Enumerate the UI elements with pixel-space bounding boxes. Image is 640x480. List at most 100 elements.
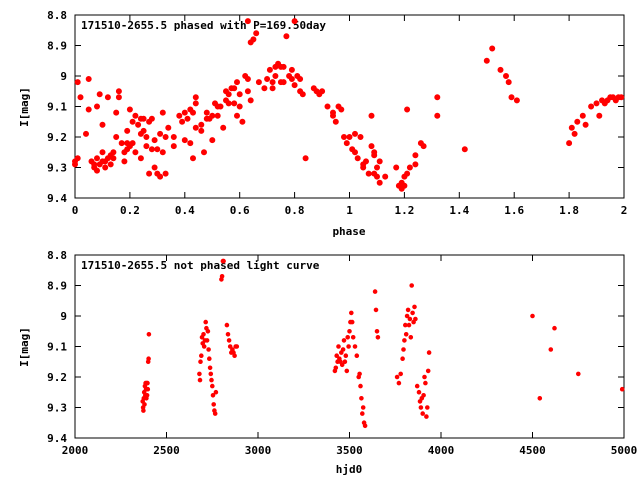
phased-data-point — [461, 146, 468, 153]
unphased-data-point — [375, 334, 381, 340]
unphased-data-point — [373, 307, 379, 313]
phased-data-point — [566, 140, 573, 147]
phased-data-point — [412, 161, 419, 168]
unphased-data-point — [421, 392, 426, 398]
unphased-data-point — [423, 380, 428, 386]
unphased-data-point — [400, 356, 405, 362]
unphased-data-point — [407, 316, 413, 322]
unphased-data-point — [146, 331, 152, 337]
phased-data-point — [368, 112, 375, 119]
phased-data-point — [181, 137, 188, 144]
phased-data-point — [247, 97, 254, 104]
phased-data-point — [373, 164, 380, 171]
phased-data-point — [72, 161, 79, 168]
phased-data-point — [184, 115, 191, 122]
phased-data-point — [118, 140, 125, 147]
phased-data-point — [85, 106, 92, 113]
unphased-data-point — [197, 377, 203, 383]
phased-data-point — [231, 85, 238, 92]
unphased-data-point — [204, 338, 210, 343]
phased-data-point — [338, 106, 345, 113]
unphased-data-point — [372, 289, 378, 294]
unphased-data-point — [352, 344, 358, 349]
unphased-data-point — [347, 328, 352, 334]
unphased-data-point — [394, 374, 400, 380]
phased-data-point — [382, 173, 389, 180]
unphased-data-point — [354, 353, 360, 359]
unphased-y-axis-label: I[mag] — [18, 327, 31, 367]
phased-data-point — [209, 137, 216, 144]
phased-data-point — [373, 173, 380, 180]
unphased-data-point — [359, 395, 364, 401]
phased-data-point — [233, 79, 240, 86]
phased-data-point — [157, 130, 164, 137]
phased-data-point — [129, 118, 136, 125]
phased-data-point — [354, 155, 361, 162]
phased-data-point — [132, 149, 139, 156]
phased-data-point — [143, 143, 150, 150]
phased-data-point — [140, 115, 147, 122]
unphased-data-point — [142, 402, 147, 407]
phased-data-point — [151, 137, 158, 144]
phased-data-point — [483, 57, 490, 64]
phased-data-point — [192, 100, 199, 107]
phased-data-point — [220, 124, 227, 131]
phased-data-point — [102, 164, 109, 171]
unphased-data-point — [145, 386, 151, 392]
phased-data-point — [121, 158, 128, 165]
phased-data-point — [162, 170, 169, 177]
phased-data-point — [362, 158, 369, 165]
unphased-data-point — [213, 389, 219, 395]
unphased-data-point — [234, 344, 240, 349]
phased-data-point — [83, 130, 90, 137]
unphased-data-point — [424, 405, 430, 410]
phased-data-point — [189, 109, 196, 116]
phased-data-point — [113, 133, 120, 140]
phased-data-point — [291, 18, 298, 25]
phased-data-point — [255, 79, 262, 86]
unphased-data-point — [409, 283, 415, 288]
phased-data-point — [140, 127, 147, 134]
phased-data-point — [269, 79, 276, 86]
unphased-data-point — [401, 347, 406, 352]
unphased-data-point — [350, 334, 356, 340]
phased-data-point — [198, 127, 205, 134]
phased-data-point — [198, 121, 205, 128]
unphased-data-point — [145, 380, 150, 386]
unphased-data-point — [209, 377, 214, 383]
unphased-data-point — [396, 380, 402, 386]
phased-x-tick-label: 0 — [72, 204, 79, 217]
phased-plot-frame — [74, 14, 625, 199]
phased-data-point — [96, 91, 103, 98]
phased-data-point — [217, 103, 224, 110]
phased-data-point — [110, 155, 117, 162]
unphased-data-point — [426, 350, 432, 355]
unphased-data-point — [232, 353, 237, 359]
unphased-data-point — [359, 411, 365, 416]
phased-data-point — [297, 76, 304, 83]
unphased-data-point — [341, 338, 347, 343]
unphased-data-point — [146, 356, 151, 362]
unphased-light-curve-panel: 171510-2655.5 not phased light curve hjd… — [18, 249, 637, 476]
unphased-data-point — [398, 371, 404, 377]
phased-data-point — [126, 106, 133, 113]
phased-data-point — [579, 112, 586, 119]
phased-data-point — [568, 124, 575, 131]
unphased-y-tick-label: 9.1 — [47, 341, 67, 354]
phased-data-point — [329, 109, 336, 116]
unphased-data-point — [414, 383, 420, 389]
phased-data-point — [214, 112, 221, 119]
phased-data-point — [280, 79, 287, 86]
phased-x-tick-label: 1.4 — [449, 204, 469, 217]
unphased-data-point — [344, 368, 350, 374]
phased-data-point — [74, 79, 81, 86]
unphased-data-point — [349, 319, 355, 325]
phased-data-point — [132, 112, 139, 119]
unphased-data-point — [227, 344, 233, 349]
phased-data-point — [236, 91, 243, 98]
phased-y-tick-label: 9.4 — [47, 192, 67, 205]
unphased-data-point — [340, 347, 346, 352]
unphased-data-point — [410, 310, 415, 316]
phased-data-point — [269, 85, 276, 92]
unphased-data-point — [408, 334, 414, 340]
